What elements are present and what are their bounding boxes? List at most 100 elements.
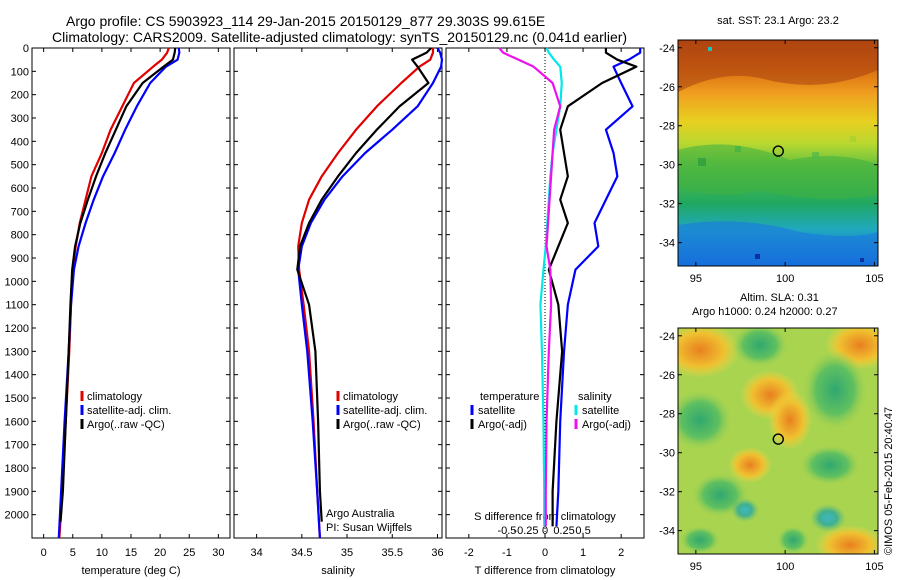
legend-label: climatology xyxy=(87,391,143,403)
legend-label: satellite-adj. clim. xyxy=(87,405,171,417)
panel-annotation: PI: Susan Wijffels xyxy=(326,522,412,534)
map-y-tick-label: -28 xyxy=(659,409,675,421)
x-tick-label: 0 xyxy=(542,547,548,559)
depth-tick-label: 1800 xyxy=(5,463,29,475)
depth-tick-label: 200 xyxy=(11,90,29,102)
depth-tick-label: 1200 xyxy=(5,323,29,335)
depth-tick-label: 100 xyxy=(11,66,29,78)
x-tick-label: 15 xyxy=(125,547,137,559)
sla-map-title-line-1: Altim. SLA: 0.31 xyxy=(740,292,819,304)
map-x-tick-label: 100 xyxy=(776,561,794,573)
temperature-panel: 0100200300400500600700800900100011001200… xyxy=(5,43,231,577)
depth-tick-label: 1600 xyxy=(5,416,29,428)
depth-tick-label: 1100 xyxy=(5,300,29,312)
depth-tick-label: 700 xyxy=(11,206,29,218)
map-y-tick-label: -34 xyxy=(659,526,675,538)
top-x-tick-label: -0.25 xyxy=(513,525,538,537)
salinity-frame xyxy=(233,47,443,539)
x-tick-label: 0 xyxy=(41,547,47,559)
depth-tick-label: 400 xyxy=(11,136,29,148)
series-salinity-argo-adj- xyxy=(498,47,562,527)
map-y-tick-label: -24 xyxy=(659,43,675,55)
legend-label: Argo(..raw -QC) xyxy=(87,419,165,431)
sla-map-panel: Altim. SLA: 0.31 Argo h1000: 0.24 h2000:… xyxy=(659,292,884,573)
sst-argo-location-marker xyxy=(772,145,784,157)
map-y-tick-label: -32 xyxy=(659,199,675,211)
map-y-tick-label: -32 xyxy=(659,487,675,499)
differences-xlabel: T difference from climatology xyxy=(475,565,616,577)
x-tick-label: 5 xyxy=(70,547,76,559)
sst-map-title: sat. SST: 23.1 Argo: 23.2 xyxy=(717,15,839,27)
sst-map-panel: sat. SST: 23.1 Argo: 23.2 95 100 105 -24 -26… xyxy=(659,15,884,285)
depth-tick-label: 300 xyxy=(11,113,29,125)
title-line-2: Climatology: CARS2009. Satellite-adjuste… xyxy=(52,29,627,45)
map-x-tick-label: 105 xyxy=(865,561,883,573)
x-tick-label: -2 xyxy=(464,547,474,559)
series-temperature-argo-adj- xyxy=(547,48,638,527)
sla-argo-location-marker xyxy=(772,433,784,445)
top-x-tick-label: 0.25 xyxy=(553,525,574,537)
series-temperature-satellite xyxy=(555,48,642,527)
map-x-tick-label: 100 xyxy=(776,273,794,285)
x-tick-label: 10 xyxy=(96,547,108,559)
depth-tick-label: 2000 xyxy=(5,510,29,522)
difference-panel: -2 -1 0 1 2T difference from climatology -0.5… xyxy=(445,47,645,577)
depth-tick-label: 0 xyxy=(23,43,29,55)
map-y-tick-label: -34 xyxy=(659,238,675,250)
x-tick-label: 25 xyxy=(183,547,195,559)
legend-label: satellite-adj. clim. xyxy=(343,405,427,417)
series-argo-raw-qc- xyxy=(296,47,432,522)
x-tick-label: 34.5 xyxy=(291,547,312,559)
x-tick-label: 20 xyxy=(154,547,166,559)
depth-tick-label: 1400 xyxy=(5,370,29,382)
top-x-tick-label: 0 xyxy=(542,525,548,537)
depth-tick-label: 900 xyxy=(11,253,29,265)
map-x-tick-label: 95 xyxy=(690,273,702,285)
depth-tick-label: 1900 xyxy=(5,486,29,498)
temperature-xlabel: temperature (deg C) xyxy=(81,565,180,577)
depth-tick-label: 800 xyxy=(11,230,29,242)
x-tick-label: 34 xyxy=(250,547,262,559)
map-y-tick-label: -28 xyxy=(659,121,675,133)
map-y-tick-label: -30 xyxy=(659,448,675,460)
series-climatology xyxy=(297,48,435,539)
legend-label: climatology xyxy=(343,391,399,403)
x-tick-label: 30 xyxy=(212,547,224,559)
map-y-tick-label: -26 xyxy=(659,370,675,382)
title-line-1: Argo profile: CS 5903923_114 29-Jan-2015… xyxy=(66,13,545,29)
x-tick-label: 2 xyxy=(618,547,624,559)
x-tick-label: 1 xyxy=(580,547,586,559)
depth-tick-label: 1000 xyxy=(5,276,29,288)
x-tick-label: 35 xyxy=(341,547,353,559)
map-y-tick-label: -24 xyxy=(659,331,675,343)
depth-tick-label: 1700 xyxy=(5,440,29,452)
sla-map-title-line-2: Argo h1000: 0.24 h2000: 0.27 xyxy=(692,306,838,318)
top-x-tick-label: -0.5 xyxy=(497,525,516,537)
salinity-xlabel: salinity xyxy=(321,565,355,577)
map-y-tick-label: -26 xyxy=(659,82,675,94)
sst-map-image xyxy=(678,40,878,266)
legend-label: Argo(..raw -QC) xyxy=(343,419,421,431)
depth-tick-label: 500 xyxy=(11,160,29,172)
legend-title-salinity: salinity xyxy=(578,391,612,403)
map-x-tick-label: 105 xyxy=(865,273,883,285)
panel-annotation: Argo Australia xyxy=(326,508,395,520)
x-tick-label: 35.5 xyxy=(382,547,403,559)
series-argo-raw-qc- xyxy=(59,47,177,522)
depth-tick-label: 1300 xyxy=(5,346,29,358)
map-y-tick-label: -30 xyxy=(659,160,675,172)
depth-tick-label: 600 xyxy=(11,183,29,195)
series-satellite-adj-clim- xyxy=(297,47,444,539)
x-tick-label: -1 xyxy=(502,547,512,559)
legend-label: Argo(-adj) xyxy=(478,419,527,431)
credit-text: ©IMOS 05-Feb-2015 20:40:47 xyxy=(883,407,895,555)
map-x-tick-label: 95 xyxy=(690,561,702,573)
salinity-panel: 34 34.5 35 35.5 36 salinity climatology satelli… xyxy=(233,47,444,577)
sla-map-image xyxy=(678,328,878,554)
legend-label: satellite xyxy=(478,405,515,417)
legend-label: Argo(-adj) xyxy=(582,419,631,431)
top-x-tick-label: 0.5 xyxy=(575,525,590,537)
legend-label: satellite xyxy=(582,405,619,417)
legend-title-temperature: temperature xyxy=(480,391,539,403)
